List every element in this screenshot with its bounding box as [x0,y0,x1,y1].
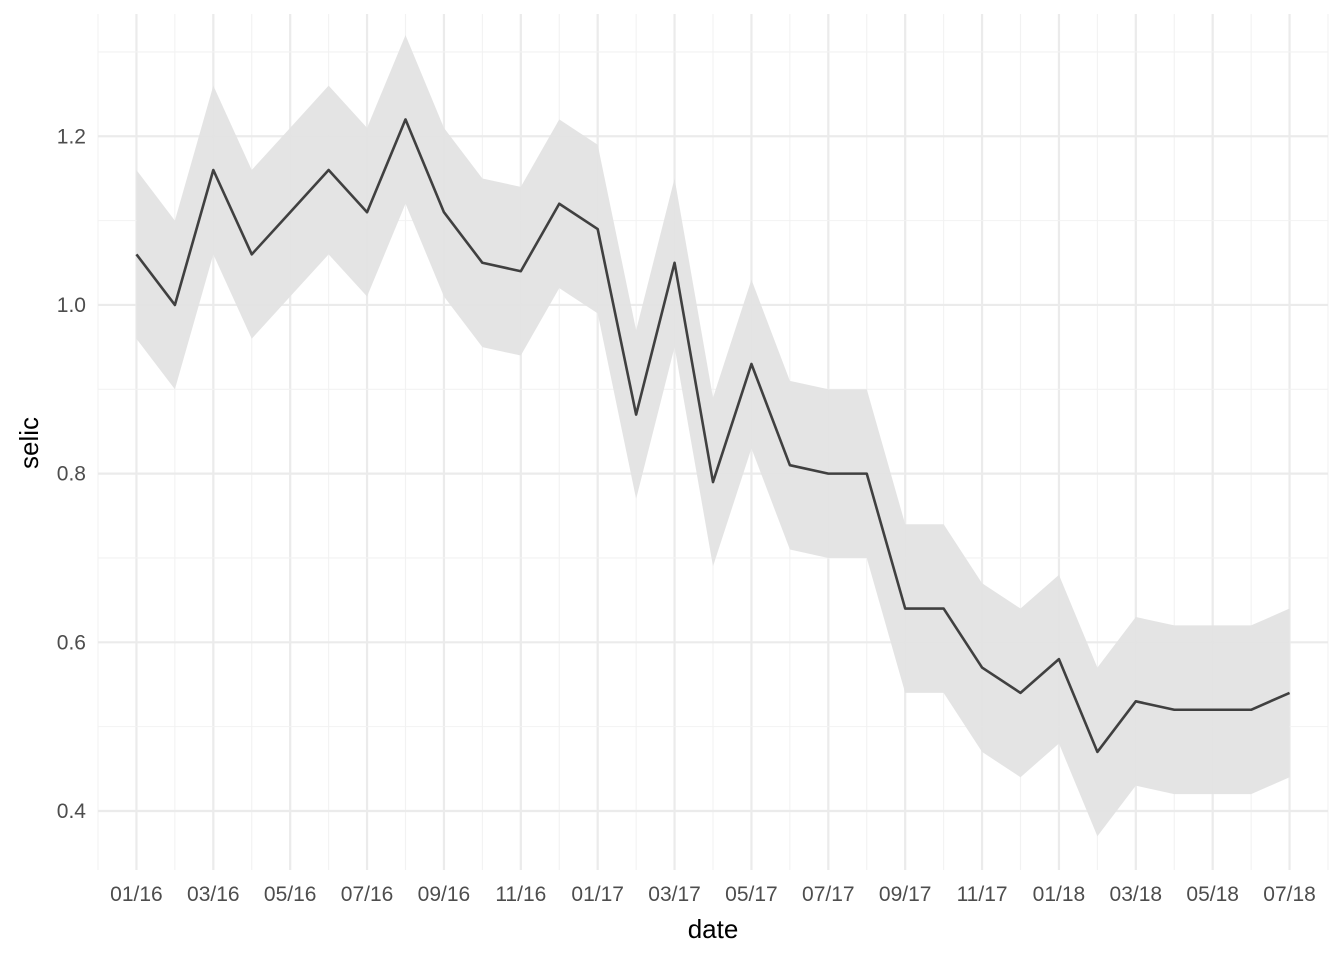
confidence-band [136,35,1290,837]
x-tick-label: 09/17 [879,883,932,906]
x-tick-label: 03/16 [187,883,240,906]
x-tick-label: 03/18 [1110,883,1163,906]
x-tick-label: 09/16 [418,883,471,906]
y-tick-label: 1.2 [57,125,86,148]
x-tick-label: 07/17 [802,883,855,906]
x-tick-label: 07/18 [1263,883,1316,906]
x-tick-label: 05/18 [1186,883,1239,906]
y-axis-ticks: 0.4 0.6 0.8 1.0 1.2 [57,125,87,823]
y-tick-label: 0.4 [57,800,87,823]
x-tick-label: 01/16 [110,883,163,906]
x-tick-label: 03/17 [648,883,701,906]
x-tick-label: 11/17 [957,883,1008,906]
x-tick-label: 11/16 [495,883,546,906]
x-tick-label: 05/16 [264,883,317,906]
x-tick-label: 01/18 [1033,883,1086,906]
y-axis-title: selic [14,417,44,469]
series-line [135,118,1291,754]
x-axis-title: date [688,914,739,944]
selic-line [135,118,1291,754]
confidence-ribbon [136,35,1290,837]
y-tick-label: 0.8 [57,463,86,486]
x-tick-label: 05/17 [725,883,778,906]
y-tick-label: 1.0 [57,294,86,317]
x-tick-label: 01/17 [571,883,624,906]
y-tick-label: 0.6 [57,631,86,654]
x-axis-ticks: 01/16 03/16 05/16 07/16 09/16 11/16 01/17 03/17… [110,883,1316,906]
x-tick-label: 07/16 [341,883,394,906]
